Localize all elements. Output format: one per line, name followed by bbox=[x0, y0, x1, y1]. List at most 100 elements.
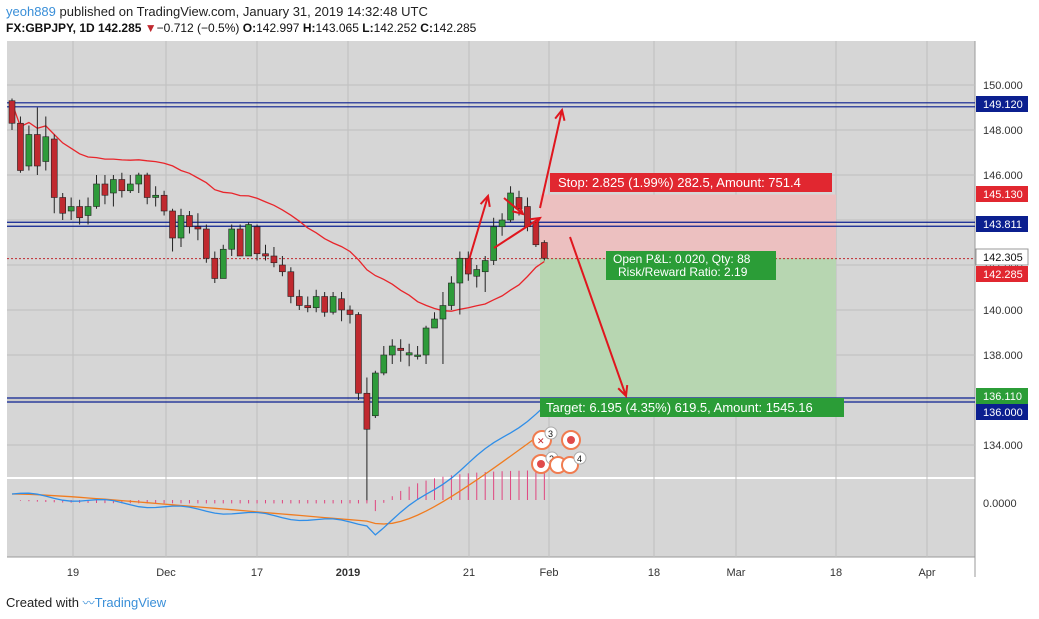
candle-down[interactable] bbox=[262, 253, 269, 257]
candle-down[interactable] bbox=[270, 255, 278, 264]
candle-up[interactable] bbox=[127, 183, 134, 192]
macd-tick-label: 0.0000 bbox=[983, 498, 1017, 510]
price-tag bbox=[976, 216, 1028, 232]
candle-up[interactable] bbox=[388, 345, 396, 356]
x-tick-label: 17 bbox=[251, 567, 263, 579]
candle-up[interactable] bbox=[25, 134, 33, 167]
candle-down[interactable] bbox=[203, 228, 210, 259]
candle-up[interactable] bbox=[490, 226, 497, 261]
trend-arrows[interactable] bbox=[465, 107, 629, 399]
candle-up[interactable] bbox=[329, 296, 337, 313]
event-count: 3 bbox=[548, 429, 553, 439]
candle bbox=[93, 175, 100, 209]
candle-up[interactable] bbox=[372, 372, 379, 417]
candle-down[interactable] bbox=[253, 226, 261, 255]
candle-down[interactable] bbox=[304, 305, 312, 309]
candle-down[interactable] bbox=[50, 138, 58, 198]
candle bbox=[372, 370, 379, 418]
candle-up[interactable] bbox=[431, 318, 438, 329]
candle-up[interactable] bbox=[473, 269, 481, 277]
candle-down[interactable] bbox=[287, 271, 295, 297]
candle bbox=[422, 325, 430, 364]
candle-up[interactable] bbox=[448, 282, 455, 306]
price-tag-label: 142.305 bbox=[983, 252, 1023, 264]
pnl-text: Open P&L: 0.020, Qty: 88 bbox=[613, 252, 751, 266]
candle-down[interactable] bbox=[279, 264, 286, 273]
candle-down[interactable] bbox=[464, 257, 472, 275]
candle bbox=[160, 190, 168, 216]
candle-down[interactable] bbox=[321, 296, 328, 313]
flag-uk-icon[interactable] bbox=[561, 456, 579, 474]
candle-down[interactable] bbox=[295, 296, 303, 306]
candle bbox=[380, 346, 388, 376]
candle-down[interactable] bbox=[8, 100, 16, 124]
y-tick-label: 138.000 bbox=[983, 350, 1023, 362]
macd-pane[interactable] bbox=[7, 479, 975, 557]
candle-down[interactable] bbox=[532, 221, 540, 246]
open-value: 142.997 bbox=[256, 21, 300, 35]
trend-arrow bbox=[503, 197, 524, 215]
candle-down[interactable] bbox=[169, 210, 176, 239]
tradingview-link[interactable]: TradingView bbox=[94, 595, 167, 610]
price-tag bbox=[976, 388, 1028, 404]
candle-down[interactable] bbox=[397, 347, 405, 351]
candle bbox=[397, 339, 405, 362]
candle bbox=[84, 197, 92, 225]
candle-up[interactable] bbox=[380, 354, 388, 374]
high-value: 143.065 bbox=[315, 21, 359, 35]
candle-up[interactable] bbox=[422, 327, 430, 356]
tradingview-logo-icon[interactable]: 〰 bbox=[82, 596, 95, 610]
candle-down[interactable] bbox=[101, 183, 109, 196]
candle-down[interactable] bbox=[515, 197, 523, 210]
candle-down[interactable] bbox=[541, 242, 548, 259]
candle-up[interactable] bbox=[110, 179, 117, 194]
candle-down[interactable] bbox=[34, 134, 41, 167]
candle-down[interactable] bbox=[355, 314, 362, 394]
candle-up[interactable] bbox=[498, 219, 506, 228]
candle-up[interactable] bbox=[481, 260, 489, 273]
candle-up[interactable] bbox=[312, 296, 320, 309]
candle-up[interactable] bbox=[228, 228, 235, 250]
candle-up[interactable] bbox=[439, 305, 447, 320]
pnl-info-box[interactable]: Open P&L: 0.020, Qty: 88 Risk/Reward Rat… bbox=[606, 251, 776, 280]
author-link[interactable]: yeoh889 bbox=[6, 4, 56, 19]
candle-down[interactable] bbox=[236, 228, 244, 257]
candle-up[interactable] bbox=[135, 174, 143, 185]
candle-down[interactable] bbox=[118, 179, 126, 192]
candle bbox=[152, 186, 159, 207]
candle-down[interactable] bbox=[194, 226, 202, 230]
candle-down[interactable] bbox=[76, 206, 83, 219]
target-info-box[interactable]: Target: 6.195 (4.35%) 619.5, Amount: 154… bbox=[540, 398, 844, 417]
candle-down[interactable] bbox=[211, 257, 219, 279]
candle bbox=[42, 116, 50, 171]
candle bbox=[17, 116, 24, 173]
candle-down[interactable] bbox=[59, 197, 67, 214]
candle-up[interactable] bbox=[456, 257, 464, 284]
created-with-label: Created with bbox=[6, 595, 79, 610]
arrow-head bbox=[528, 216, 542, 228]
event-markers[interactable]: ✕ 3 2 4 bbox=[531, 426, 587, 474]
candle-up[interactable] bbox=[414, 354, 421, 357]
candle-up[interactable] bbox=[152, 194, 159, 198]
candle-down[interactable] bbox=[186, 215, 193, 228]
candle-up[interactable] bbox=[67, 206, 75, 212]
candles[interactable] bbox=[8, 98, 548, 502]
candle-up[interactable] bbox=[405, 352, 413, 356]
candle-down[interactable] bbox=[143, 174, 151, 198]
candle-up[interactable] bbox=[177, 215, 185, 239]
candle-up[interactable] bbox=[219, 248, 227, 279]
stop-info-box[interactable]: Stop: 2.825 (1.99%) 282.5, Amount: 751.4 bbox=[550, 173, 832, 192]
candle-up[interactable] bbox=[245, 224, 252, 257]
candle-up[interactable] bbox=[42, 136, 50, 162]
candle-down[interactable] bbox=[17, 122, 24, 171]
candle-up[interactable] bbox=[93, 183, 100, 207]
y-tick-label: 146.000 bbox=[983, 170, 1023, 182]
candle-down[interactable] bbox=[338, 298, 345, 311]
candle bbox=[464, 251, 472, 281]
candle-down[interactable] bbox=[160, 194, 168, 212]
candle-down[interactable] bbox=[346, 309, 354, 315]
target-info-text: Target: 6.195 (4.35%) 619.5, Amount: 154… bbox=[546, 400, 813, 415]
candle-down[interactable] bbox=[363, 392, 371, 430]
candle-up[interactable] bbox=[84, 206, 92, 216]
